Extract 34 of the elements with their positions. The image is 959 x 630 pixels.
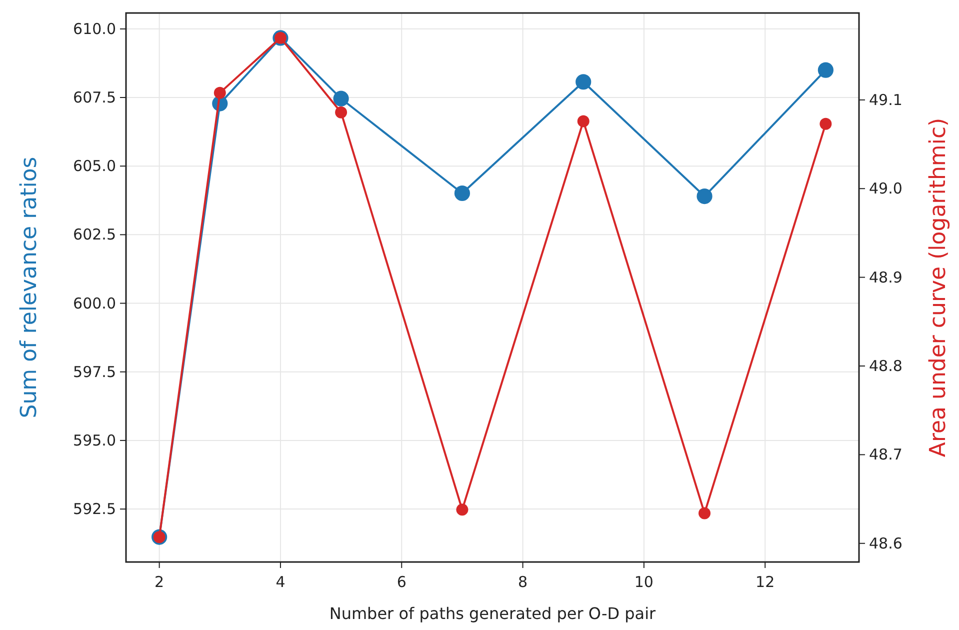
y-tick-label: 597.5: [73, 362, 116, 381]
y2-tick-label: 49.0: [869, 180, 902, 198]
point: [214, 86, 226, 99]
x-tick-label: 10: [634, 573, 654, 591]
x-tick-label: 4: [276, 573, 286, 591]
point: [335, 106, 348, 118]
y-tick-label: 602.5: [73, 226, 116, 244]
y2-tick-label: 48.7: [869, 446, 902, 464]
x-tick-label: 6: [396, 573, 406, 591]
point: [576, 74, 592, 90]
y2-tick-label: 48.6: [869, 534, 902, 552]
y-axis-title: Sum of relevance ratios: [17, 156, 42, 418]
point: [333, 90, 349, 106]
y-tick-label: 595.0: [73, 431, 116, 450]
x-axis-title: Number of paths generated per O-D pair: [329, 604, 656, 623]
y-tick-label: 600.0: [73, 294, 116, 312]
y2-axis-title: Area under curve (logarithmic): [926, 118, 951, 458]
x-tick-label: 12: [756, 573, 775, 591]
point: [818, 62, 834, 78]
y-tick-label: 592.5: [73, 500, 116, 518]
point: [698, 507, 711, 520]
y2-tick-label: 48.8: [869, 356, 902, 375]
point: [820, 118, 832, 130]
x-tick-label: 2: [154, 573, 164, 591]
y-tick-label: 607.5: [73, 88, 116, 107]
x-tick-label: 8: [518, 573, 528, 591]
y2-tick-label: 48.9: [869, 268, 902, 286]
point: [696, 188, 712, 204]
y-tick-label: 610.0: [73, 20, 116, 38]
point: [454, 185, 470, 202]
point: [577, 115, 590, 128]
y-tick-label: 605.0: [73, 157, 116, 176]
y2-tick-label: 49.1: [869, 90, 902, 109]
point: [456, 504, 468, 516]
